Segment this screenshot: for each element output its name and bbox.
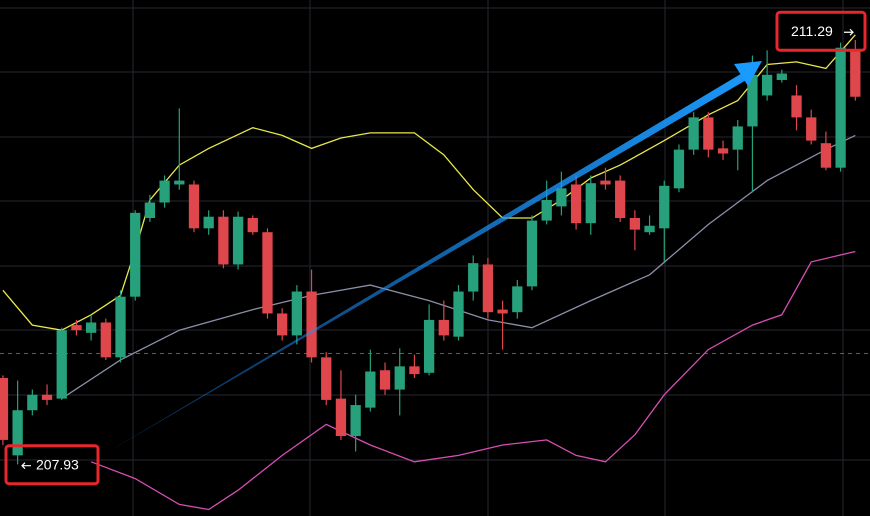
candle-body xyxy=(438,319,449,336)
candle-body xyxy=(159,180,170,203)
candle-body xyxy=(130,212,141,297)
candle-body xyxy=(526,220,538,287)
candle-body xyxy=(85,322,97,333)
candle-body xyxy=(850,50,861,97)
candle-body xyxy=(277,313,288,336)
candle-body xyxy=(570,184,582,224)
candle-body xyxy=(629,218,641,230)
candle-body xyxy=(27,394,38,411)
candle-body xyxy=(673,149,685,189)
candle-body xyxy=(688,117,699,150)
candle-body xyxy=(761,74,773,96)
candles xyxy=(0,39,861,465)
annotation-label: 211.29 xyxy=(791,23,833,39)
candle-body xyxy=(203,216,214,229)
candle-body xyxy=(394,366,405,390)
candle-body xyxy=(144,202,156,219)
indicator-line xyxy=(61,134,856,400)
candle-body xyxy=(321,357,332,400)
candle-body xyxy=(218,216,229,265)
candle-body xyxy=(747,74,758,127)
candle-body xyxy=(732,126,743,150)
trend-arrow xyxy=(108,61,762,452)
candle-body xyxy=(600,180,611,185)
candle-body xyxy=(835,47,846,168)
candle-body xyxy=(644,225,655,233)
candle-body xyxy=(41,394,53,400)
candle-body xyxy=(791,95,802,118)
candle-body xyxy=(423,319,435,373)
candle-body xyxy=(0,377,9,440)
annotation-arrow xyxy=(21,462,31,470)
candle-body xyxy=(115,296,126,358)
candle-body xyxy=(306,291,317,358)
candle-body xyxy=(541,199,552,221)
candle-body xyxy=(585,183,596,224)
indicator-line xyxy=(90,250,856,511)
candle-body xyxy=(379,370,391,390)
candle-body xyxy=(615,180,626,219)
annotation-label: 207.93 xyxy=(36,456,79,472)
candle-body xyxy=(806,117,817,141)
candle-body xyxy=(556,188,567,207)
candle-body xyxy=(232,216,244,265)
candle-body xyxy=(291,291,303,336)
candle-body xyxy=(262,232,273,314)
candle-body xyxy=(468,263,479,292)
candle-body xyxy=(71,325,82,331)
candle-body xyxy=(776,73,787,80)
candle-body xyxy=(350,405,361,437)
candle-body xyxy=(497,309,508,314)
annotation-arrow xyxy=(844,28,854,36)
candle-body xyxy=(453,291,464,337)
candle-body xyxy=(174,180,185,185)
candle-body xyxy=(56,330,67,399)
candle-body xyxy=(482,264,494,313)
candle-body xyxy=(335,398,347,437)
annotation-box xyxy=(4,444,100,486)
candle-body xyxy=(820,143,832,168)
candle-body xyxy=(512,286,523,313)
candle-body xyxy=(409,366,420,375)
candle-body xyxy=(717,148,729,154)
candle-body xyxy=(12,410,23,456)
candle-body xyxy=(365,371,376,408)
candle-body xyxy=(247,218,258,233)
candle-body xyxy=(703,117,714,150)
candle-body xyxy=(659,185,670,229)
candle-body xyxy=(100,322,111,358)
candle-body xyxy=(188,184,200,229)
annotations: 211.29 207.93 xyxy=(4,10,867,486)
annotation-box xyxy=(775,10,867,52)
